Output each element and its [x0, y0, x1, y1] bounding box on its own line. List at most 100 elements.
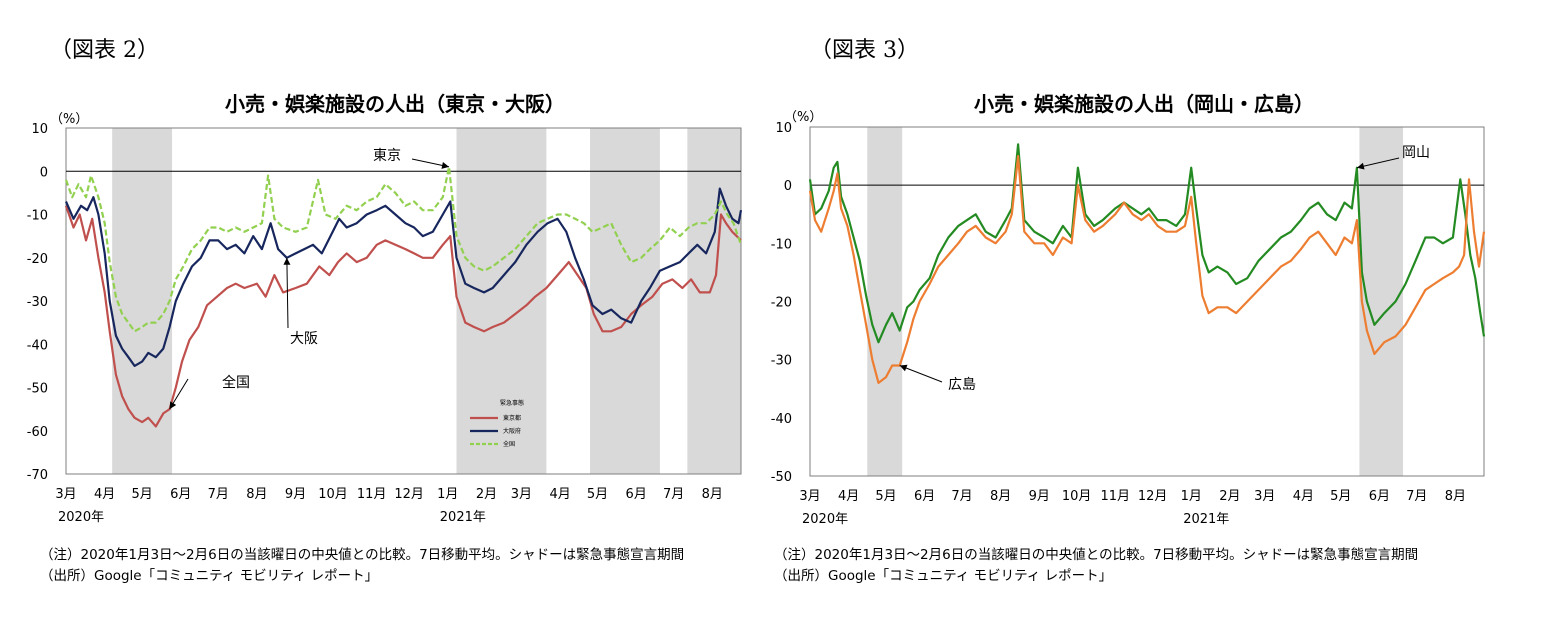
shaded-period [456, 128, 547, 474]
year-label: 2020年 [802, 512, 848, 527]
year-label: 2021年 [1183, 512, 1229, 527]
x-tick-label: 7月 [208, 487, 229, 502]
series-group [808, 143, 1486, 384]
x-tick-label: 2月 [476, 487, 497, 502]
year-label: 2020年 [58, 510, 104, 525]
x-tick-label: 4月 [94, 487, 115, 502]
plot-area [809, 126, 1485, 477]
x-tick-label: 11月 [357, 487, 387, 502]
x-tick-label: 6月 [914, 489, 935, 504]
y-tick-label: 0 [784, 179, 792, 194]
y-tick-label: -20 [27, 252, 48, 267]
x-tick-label: 8月 [1445, 489, 1466, 504]
y-tick-label: -60 [27, 425, 48, 440]
series-group [64, 165, 743, 428]
shaded-period [867, 127, 903, 476]
x-tick-label: 4月 [549, 487, 570, 502]
annotation-label: 岡山 [1402, 145, 1430, 161]
x-axis: 3月 4月 5月 6月 7月 8月 9月 10月 11月 12月 1月 2月 3月 4月 5月 6月 7月 8月 2… [799, 489, 1466, 527]
chart-title: 小売・娯楽施設の人出（岡山・広島） [974, 92, 1314, 116]
figure-panel-2: （図表 2） 小売・娯楽施設の人出（東京・大阪） （%） 10 0 -10 -20 -3… [27, 38, 743, 584]
x-tick-label: 4月 [838, 489, 859, 504]
annotation-label: 大阪 [290, 331, 318, 347]
x-tick-label: 3月 [1254, 489, 1275, 504]
x-tick-label: 5月 [875, 489, 896, 504]
chart-note: （注）2020年1月3日～2月6日の当該曜日の中央値との比較。7日移動平均。シャ… [40, 547, 685, 563]
shaded-period [687, 128, 741, 474]
x-tick-label: 2月 [1219, 489, 1240, 504]
x-tick-label: 6月 [1369, 489, 1390, 504]
annotation-label: 全国 [222, 374, 250, 391]
x-tick-label: 12月 [394, 487, 424, 502]
annotation-arrowhead [441, 162, 450, 169]
x-tick-label: 5月 [131, 487, 152, 502]
x-tick-label: 12月 [1138, 489, 1168, 504]
series-line-1 [64, 187, 743, 367]
x-tick-label: 9月 [1029, 489, 1050, 504]
x-tick-label: 6月 [170, 487, 191, 502]
series-line-2 [64, 165, 743, 333]
x-axis: 3月 4月 5月 6月 7月 8月 9月 10月 11月 12月 1月 2月 3月 4月 5月 6月 7月 8月 2… [55, 487, 723, 525]
plot-area [65, 127, 742, 475]
year-label: 2021年 [440, 510, 486, 525]
x-tick-label: 8月 [990, 489, 1011, 504]
x-tick-label: 3月 [511, 487, 532, 502]
chart-source: （出所）Google「コミュニティ モビリティ レポート」 [774, 568, 1113, 584]
y-tick-label: -40 [771, 412, 792, 427]
x-tick-label: 10月 [318, 487, 348, 502]
y-tick-label: -30 [27, 295, 48, 310]
y-tick-label: -70 [27, 468, 48, 483]
y-tick-label: -30 [771, 354, 792, 369]
chart-tokyo-osaka: 10 0 -10 -20 -30 -40 -50 -60 -70 3月 4月 5月 6月 7月 8月 9月 10… [27, 122, 743, 525]
legend-label: 全国 [503, 440, 515, 448]
series-line-0 [808, 143, 1486, 344]
figure-panel-3: （図表 3） 小売・娯楽施設の人出（岡山・広島） （%） 10 0 -10 -20 -3… [771, 0, 1564, 622]
legend-label: 東京都 [503, 414, 521, 422]
x-tick-label: 3月 [799, 489, 820, 504]
y-tick-label: -10 [771, 237, 792, 252]
chart-okayama-hiroshima: 10 0 -10 -20 -30 -40 -50 3月 4月 5月 6月 7月 8月 9月 10月 11月 12… [771, 121, 1486, 527]
x-tick-label: 7月 [951, 489, 972, 504]
annotation-arrow [286, 257, 289, 329]
x-tick-label: 8月 [246, 487, 267, 502]
x-tick-label: 7月 [663, 487, 684, 502]
figure-label: （図表 2） [50, 38, 159, 63]
x-tick-label: 7月 [1406, 489, 1427, 504]
chart-title: 小売・娯楽施設の人出（東京・大阪） [225, 92, 565, 116]
shaded-periods [867, 127, 1404, 476]
y-tick-label: 10 [775, 121, 792, 136]
legend-title: 緊急事態 [500, 399, 524, 407]
y-tick-label: 0 [40, 165, 48, 180]
x-tick-label: 11月 [1100, 489, 1130, 504]
annotation-label: 東京 [373, 148, 401, 164]
x-tick-label: 10月 [1062, 489, 1092, 504]
y-axis: 10 0 -10 -20 -30 -40 -50 [771, 121, 792, 485]
y-tick-label: -40 [27, 338, 48, 353]
annotation-arrowhead [169, 401, 177, 410]
x-tick-label: 4月 [1293, 489, 1314, 504]
chart-source: （出所）Google「コミュニティ モビリティ レポート」 [40, 568, 379, 584]
y-tick-label: -10 [27, 209, 48, 224]
x-tick-label: 6月 [626, 487, 647, 502]
x-tick-label: 9月 [285, 487, 306, 502]
x-tick-label: 5月 [587, 487, 608, 502]
y-axis: 10 0 -10 -20 -30 -40 -50 -60 -70 [27, 122, 48, 483]
x-tick-label: 5月 [1330, 489, 1351, 504]
y-axis-unit: （%） [50, 112, 89, 127]
annotation-label: 広島 [948, 377, 976, 393]
annotation-arrowhead [899, 364, 908, 372]
annotation-arrow [1356, 157, 1400, 169]
y-axis-unit: （%） [784, 110, 823, 125]
y-tick-label: -20 [771, 296, 792, 311]
legend-label: 大阪府 [503, 427, 521, 435]
annotation-arrowhead [1356, 162, 1365, 170]
annotation-arrow [899, 365, 943, 383]
y-tick-label: -50 [27, 382, 48, 397]
series-line-1 [808, 155, 1486, 384]
figure-label: （図表 3） [810, 38, 919, 63]
x-tick-label: 3月 [55, 487, 76, 502]
x-tick-label: 1月 [437, 487, 458, 502]
chart-note: （注）2020年1月3日～2月6日の当該曜日の中央値との比較。7日移動平均。シャ… [774, 547, 1419, 563]
